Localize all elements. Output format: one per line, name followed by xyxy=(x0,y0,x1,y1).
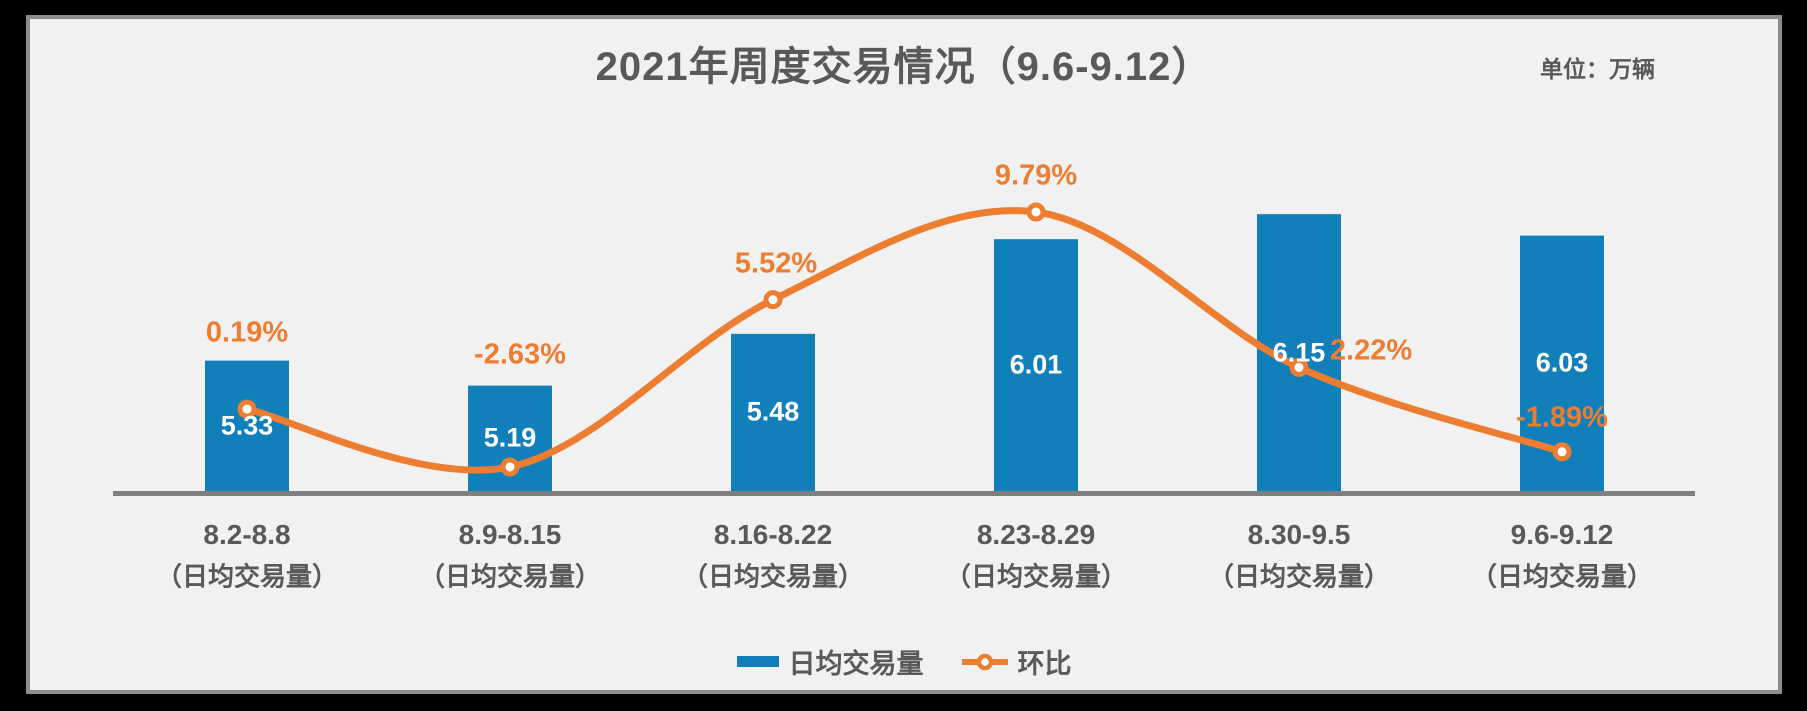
line-marker-8.16-8.22[interactable] xyxy=(763,290,783,310)
legend: 日均交易量 环比 xyxy=(26,642,1782,681)
line-marker-8.30-9.5[interactable] xyxy=(1289,357,1309,377)
x-axis-line xyxy=(113,491,1695,496)
legend-bar-label: 日均交易量 xyxy=(788,649,924,679)
line-series-marker-icon xyxy=(961,653,1008,670)
chart-panel xyxy=(26,15,1782,694)
line-marker-9.6-9.12[interactable] xyxy=(1552,442,1572,462)
bar-8.2-8.8[interactable] xyxy=(205,360,289,491)
bar-series-swatch-icon xyxy=(736,656,779,667)
line-marker-8.23-8.29[interactable] xyxy=(1026,202,1046,222)
unit-label: 单位：万辆 xyxy=(1540,56,1655,82)
bar-8.16-8.22[interactable] xyxy=(731,333,815,491)
legend-item-line[interactable]: 环比 xyxy=(961,642,1072,681)
line-marker-8.2-8.8[interactable] xyxy=(237,399,257,419)
trend-line xyxy=(243,207,1566,474)
legend-line-label: 环比 xyxy=(1017,649,1072,679)
chart-title: 2021年周度交易情况（9.6-9.12） xyxy=(595,45,1213,89)
line-marker-8.9-8.15[interactable] xyxy=(500,457,520,477)
legend-item-bar[interactable]: 日均交易量 xyxy=(736,642,924,681)
bar-8.23-8.29[interactable] xyxy=(994,239,1078,491)
